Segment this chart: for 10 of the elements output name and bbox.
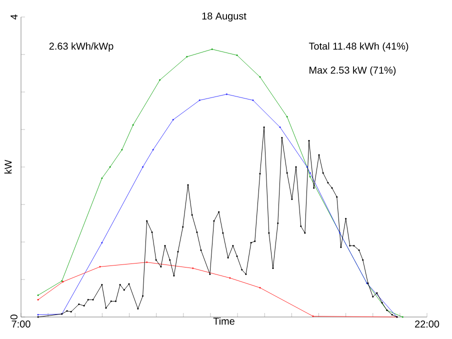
annotation: Max 2.53 kW (71%)	[310, 66, 396, 76]
chart-title: 18 August	[202, 12, 246, 22]
x-axis-title: Time	[213, 317, 234, 325]
x-tick-label: 22:00	[415, 320, 440, 328]
y-tick-label: 4	[10, 14, 18, 20]
annotation: 2.63 kWh/kWp	[49, 42, 114, 52]
x-tick-label: 7:00	[12, 320, 30, 328]
y-axis-title: kW	[4, 160, 12, 174]
y-tick-label: 0	[10, 314, 18, 320]
annotation: Total 11.48 kWh (41%)	[308, 42, 408, 52]
